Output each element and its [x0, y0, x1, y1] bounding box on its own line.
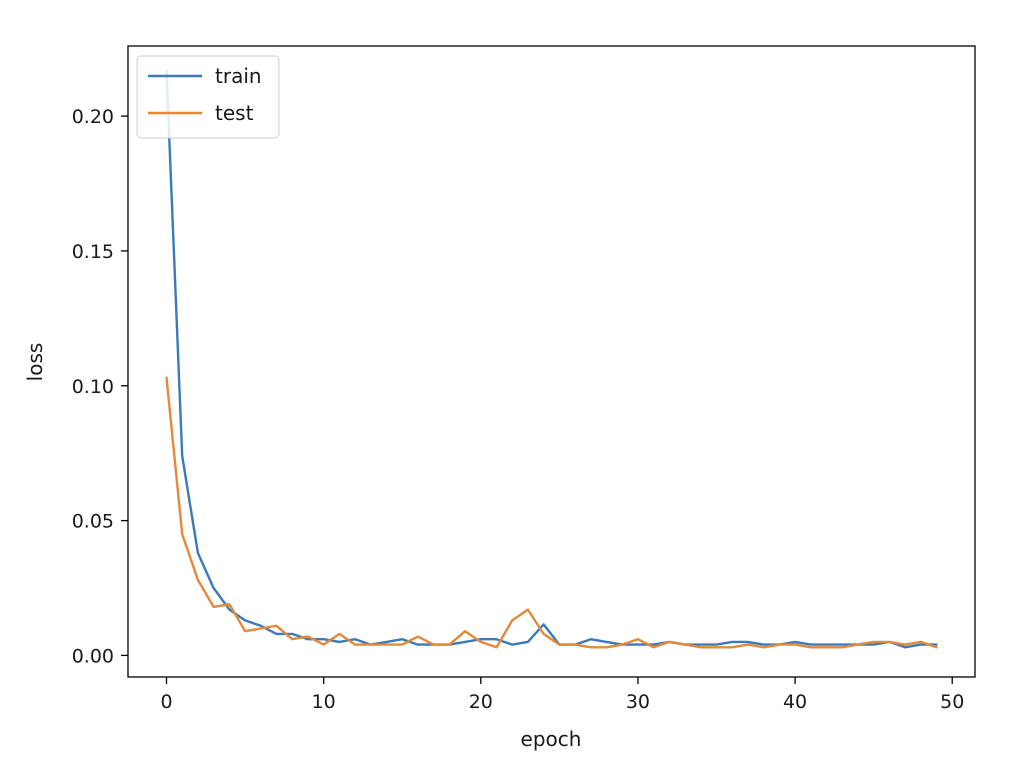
x-tick-label: 0: [160, 691, 172, 713]
series-layer: [165, 69, 938, 649]
plot-frame: [127, 45, 976, 678]
x-tick-label: 50: [940, 691, 964, 713]
plot-area: [128, 46, 975, 677]
y-tick-label: 0.05: [72, 511, 114, 533]
y-axis: 0.00 0.05 0.10 0.15 0.20: [72, 106, 128, 667]
legend-test-label: test: [215, 101, 254, 125]
legend-train-label: train: [215, 64, 262, 88]
x-tick-label: 20: [469, 691, 493, 713]
x-tick-label: 30: [626, 691, 650, 713]
series-test-line: [165, 376, 938, 649]
x-tick-label: 40: [783, 691, 807, 713]
series-train-line: [165, 69, 938, 649]
y-tick-label: 0.15: [72, 241, 114, 263]
y-axis-label: loss: [23, 343, 47, 382]
x-axis: 0 10 20 30 40 50: [160, 677, 964, 713]
x-tick-label: 10: [312, 691, 336, 713]
x-axis-label: epoch: [521, 727, 582, 751]
y-tick-label: 0.10: [72, 376, 114, 398]
y-tick-label: 0.00: [72, 645, 114, 667]
y-tick-label: 0.20: [72, 106, 114, 128]
legend: train test: [136, 55, 280, 139]
